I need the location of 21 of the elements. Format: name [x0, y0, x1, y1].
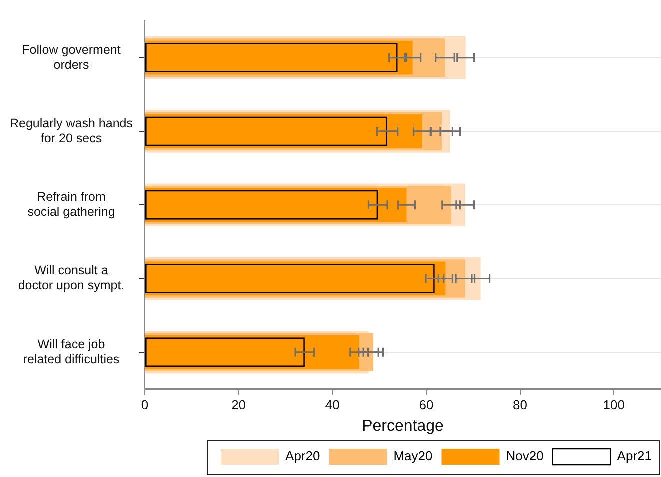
y-tick-label: Will consult a doctor upon sympt. [18, 264, 125, 293]
y-tick-label: Follow goverment orders [22, 42, 122, 72]
legend-label: Nov20 [506, 448, 544, 464]
legend-label: Apr20 [286, 448, 320, 464]
legend-label: Apr21 [617, 448, 652, 464]
x-tick-label: 80 [513, 398, 528, 413]
x-tick-label: 40 [325, 398, 340, 413]
x-axis-title: Percentage [362, 418, 444, 435]
legend-label: May20 [394, 448, 433, 464]
y-tick-label: Regularly wash hands for 20 secs [10, 116, 133, 146]
bar [145, 40, 413, 75]
y-tick-label: Will face job related difficulties [23, 337, 120, 366]
y-tick-label: Refrain from social gathering [28, 190, 116, 220]
bar [145, 335, 360, 370]
x-tick-label: 0 [141, 398, 149, 413]
bar [145, 262, 446, 296]
bar [145, 188, 407, 222]
x-tick-label: 100 [603, 398, 625, 413]
bar [145, 114, 422, 148]
x-tick-label: 60 [419, 398, 434, 413]
x-tick-label: 20 [232, 398, 246, 413]
